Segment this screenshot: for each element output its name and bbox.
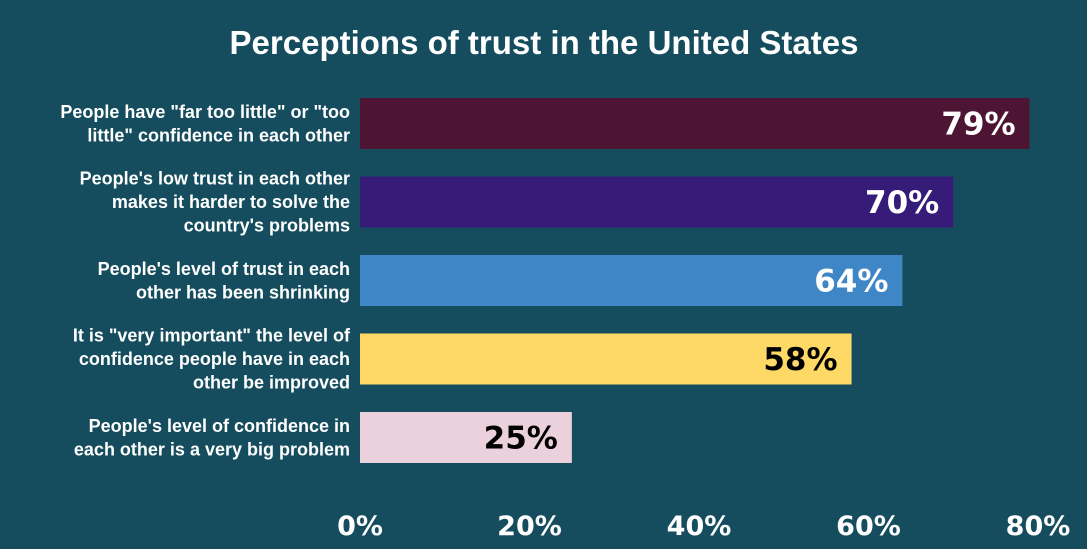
chart-title: Perceptions of trust in the United State…: [230, 24, 859, 61]
bar-group: 79% People have "far too little" or "too l…: [60, 98, 1030, 149]
category-label-line: People's low trust in each other: [80, 169, 350, 189]
category-label: It is "very important" the level of confi…: [73, 326, 351, 393]
bar-group: 64% People's level of trust in each other …: [98, 255, 903, 306]
bar-value-label: 79%: [941, 107, 1015, 143]
category-label-line: People's level of confidence in: [89, 416, 350, 436]
bar-group: 58% It is "very important" the level of co…: [73, 326, 852, 393]
bar: [360, 412, 572, 463]
bar-group: 70% People's low trust in each other makes…: [80, 169, 954, 236]
category-label-line: confidence people have in each: [79, 349, 350, 369]
x-axis-ticks: 0% 20% 40% 60% 80%: [337, 511, 1070, 542]
bar: [360, 333, 852, 385]
category-label: People have "far too little" or "too litt…: [60, 102, 350, 146]
x-tick-label: 0%: [337, 511, 383, 542]
category-label-line: It is "very important" the level of: [73, 326, 351, 346]
bar-value-label: 25%: [484, 421, 558, 457]
category-label-line: country's problems: [184, 216, 350, 236]
bar: [360, 255, 903, 306]
category-label-line: other has been shrinking: [136, 282, 350, 302]
category-label: People's level of trust in each other has…: [98, 259, 350, 303]
category-label-line: other be improved: [193, 373, 350, 393]
bars-layer: 79% People have "far too little" or "too l…: [60, 98, 1030, 463]
category-label: People's low trust in each other makes it…: [80, 169, 350, 236]
bar: [360, 98, 1030, 149]
bar: [360, 176, 954, 228]
x-tick-label: 60%: [836, 511, 901, 542]
category-label-line: each other is a very big problem: [74, 439, 350, 459]
category-label: People's level of confidence in each othe…: [74, 416, 350, 460]
category-label-line: little" confidence in each other: [87, 125, 350, 145]
category-label-line: People have "far too little" or "too: [60, 102, 350, 122]
category-label-line: makes it harder to solve the: [112, 192, 350, 212]
bar-group: 25% People's level of confidence in each o…: [74, 412, 572, 463]
bar-value-label: 64%: [814, 264, 888, 300]
x-tick-label: 20%: [497, 511, 562, 542]
x-tick-label: 80%: [1006, 511, 1071, 542]
x-tick-label: 40%: [667, 511, 732, 542]
bar-value-label: 58%: [763, 342, 837, 378]
category-label-line: People's level of trust in each: [98, 259, 350, 279]
bar-value-label: 70%: [865, 185, 939, 221]
